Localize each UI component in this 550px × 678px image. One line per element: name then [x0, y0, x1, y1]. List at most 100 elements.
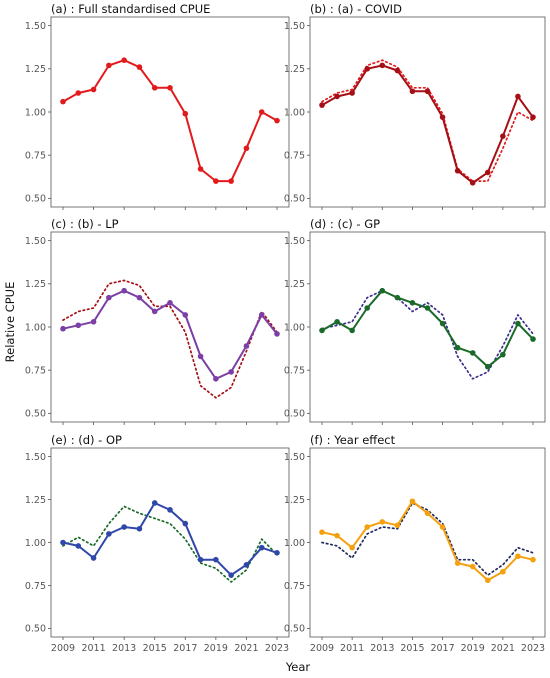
data-point [439, 114, 446, 120]
data-point [106, 531, 112, 537]
data-point [500, 568, 506, 575]
panel-title: (b) : (a) - COVID [310, 2, 402, 16]
panel-e: (e) : (d) - OP 0.50 0.75 1.00 1.25 1.50 2009 20… [25, 433, 290, 654]
data-point [243, 562, 250, 568]
data-point [197, 166, 204, 172]
y-tick-label: 1.00 [25, 107, 46, 118]
x-tick-label: 2023 [521, 643, 545, 654]
reference-series-line [62, 279, 278, 399]
data-point [90, 86, 97, 93]
data-point [167, 300, 173, 306]
data-point [60, 325, 66, 332]
data-point [90, 555, 97, 561]
data-point [364, 305, 371, 311]
data-point [213, 376, 219, 382]
data-point [424, 510, 431, 517]
data-point [274, 331, 280, 337]
data-point [213, 178, 219, 184]
panel-title: (f) : Year effect [310, 433, 396, 447]
data-point [136, 64, 143, 70]
x-tick-label: 2009 [310, 643, 334, 654]
y-tick-label: 1.25 [284, 64, 305, 75]
y-tick-label: 1.00 [284, 322, 305, 333]
y-tick-label: 0.50 [284, 624, 305, 635]
data-point [424, 305, 431, 311]
data-point [197, 556, 204, 563]
panel-title: (d) : (c) - GP [310, 217, 380, 231]
panel-title: (a) : Full standardised CPUE [51, 2, 210, 16]
data-point [349, 90, 355, 96]
data-point [228, 369, 234, 375]
data-point [167, 85, 173, 91]
data-point [454, 167, 461, 174]
data-point [60, 98, 66, 105]
data-point [424, 88, 431, 95]
x-tick-label: 2009 [51, 643, 75, 654]
data-point [409, 498, 416, 505]
data-point [121, 524, 127, 530]
data-point [136, 294, 143, 301]
data-point [409, 88, 416, 95]
panel-frame [50, 447, 290, 638]
data-point [151, 85, 158, 91]
y-tick-label: 0.50 [25, 409, 46, 420]
data-point [319, 327, 325, 334]
data-point [364, 524, 371, 530]
panel-title: (e) : (d) - OP [51, 433, 122, 447]
data-point [469, 180, 476, 186]
data-point [106, 62, 112, 69]
x-tick-label: 2021 [491, 643, 515, 654]
data-point [484, 169, 491, 176]
data-point [75, 322, 82, 329]
y-tick-label: 1.50 [284, 452, 305, 463]
data-point [274, 117, 280, 124]
data-point [454, 560, 461, 566]
data-point [439, 524, 446, 530]
data-point [379, 287, 386, 294]
data-point [439, 320, 446, 327]
reference-series-line [321, 502, 534, 576]
x-tick-label: 2011 [81, 643, 105, 654]
data-point [394, 522, 401, 529]
data-point [197, 353, 204, 360]
x-tick-label: 2021 [234, 643, 258, 654]
x-tick-label: 2017 [173, 643, 197, 654]
panel-frame [50, 16, 290, 208]
data-point [334, 93, 340, 100]
y-tick-label: 0.50 [284, 194, 305, 205]
reference-series-line [321, 289, 534, 380]
data-point [379, 62, 386, 69]
data-point [243, 343, 250, 349]
y-tick-label: 1.00 [284, 538, 305, 549]
data-point [454, 344, 461, 351]
data-point [258, 544, 265, 551]
data-point [75, 90, 82, 96]
panel-b: (b) : (a) - COVID 0.50 0.75 1.00 1.25 1.50 [284, 2, 546, 210]
data-point [484, 577, 491, 584]
y-tick-label: 0.75 [25, 365, 46, 376]
y-tick-label: 0.75 [284, 581, 305, 592]
y-axis-label: Relative CPUE [3, 282, 17, 363]
y-tick-label: 1.25 [25, 495, 46, 506]
y-tick-label: 1.50 [284, 236, 305, 247]
y-tick-label: 0.75 [25, 581, 46, 592]
panel-frame [309, 16, 546, 208]
panel-title: (c) : (b) - LP [51, 217, 119, 231]
panel-frame [50, 231, 290, 423]
y-tick-label: 0.50 [25, 624, 46, 635]
y-tick-label: 1.00 [284, 107, 305, 118]
data-point [90, 319, 97, 325]
data-point [213, 556, 219, 563]
y-tick-label: 1.50 [284, 21, 305, 32]
data-point [228, 572, 234, 578]
y-tick-label: 1.50 [25, 452, 46, 463]
data-point [530, 114, 536, 120]
y-tick-label: 1.00 [25, 322, 46, 333]
x-tick-label: 2017 [430, 643, 454, 654]
data-point [274, 550, 280, 556]
data-point [334, 532, 340, 539]
y-tick-label: 1.00 [25, 538, 46, 549]
reference-series-line [62, 505, 278, 583]
panels-group: (a) : Full standardised CPUE 0.50 0.75 1.00… [25, 2, 546, 654]
